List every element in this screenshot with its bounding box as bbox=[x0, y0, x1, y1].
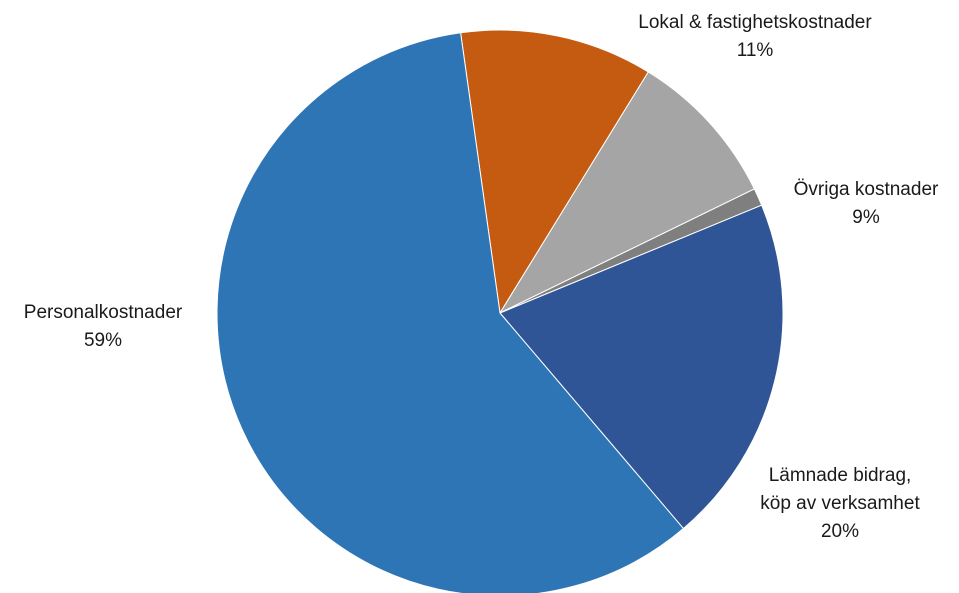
pie-slice-0 bbox=[460, 29, 649, 315]
slice-label-3: Lämnade bidrag, köp av verksamhet 20% bbox=[760, 465, 920, 542]
slice-label-line: 9% bbox=[852, 207, 880, 228]
slice-label-0: Lokal & fastighetskostnader 11% bbox=[638, 12, 872, 61]
slice-label-line: 59% bbox=[84, 330, 122, 351]
slice-label-line: Övriga kostnader bbox=[794, 179, 939, 200]
slice-label-1: Övriga kostnader 9% bbox=[794, 179, 939, 228]
slice-label-line: Lokal & fastighetskostnader bbox=[638, 12, 872, 33]
pie-slice-3 bbox=[499, 204, 784, 530]
labels-layer: Lokal & fastighetskostnader 11% Övriga kos… bbox=[24, 12, 939, 542]
slice-label-line: Personalkostnader bbox=[24, 302, 183, 323]
slice-label-line: 11% bbox=[737, 40, 774, 61]
slice-label-4: Personalkostnader 59% bbox=[24, 302, 183, 351]
pie-slice-1 bbox=[498, 71, 756, 315]
slices-layer bbox=[216, 29, 784, 593]
slice-label-line: köp av verksamhet bbox=[760, 493, 920, 514]
slice-label-line: Lämnade bidrag, bbox=[769, 465, 912, 486]
slice-label-line: 20% bbox=[821, 521, 859, 542]
